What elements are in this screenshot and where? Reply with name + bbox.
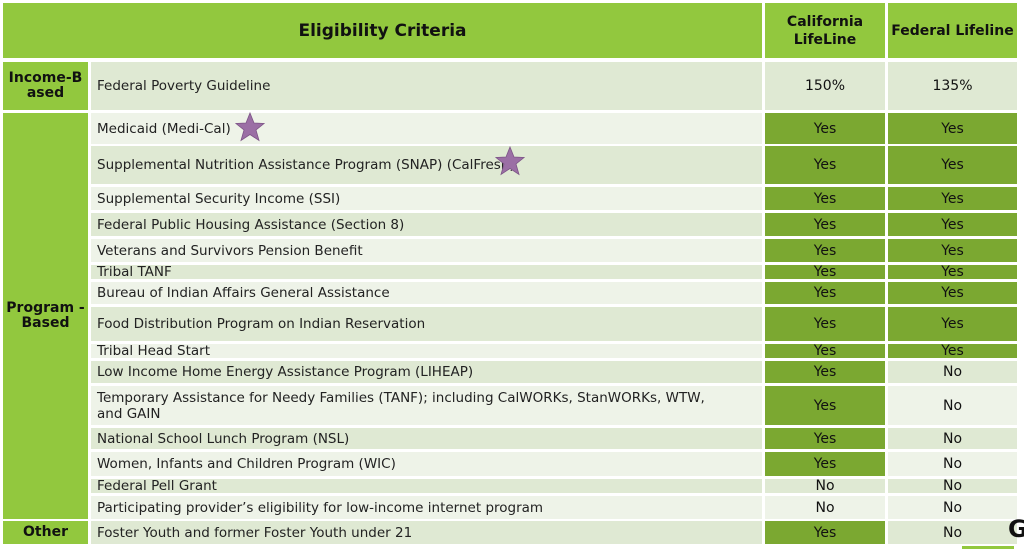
criterion-cell: Federal Public Housing Assistance (Secti… [91,213,762,236]
header-california: California LifeLine [765,3,885,58]
category-program: Program -Based [3,113,88,519]
california-value-cell: No [765,496,885,519]
federal-value-cell: Yes [888,343,1017,359]
california-value-cell: Yes [765,428,885,449]
header-federal: Federal Lifeline [888,3,1017,58]
criterion-cell: Temporary Assistance for Needy Families … [91,386,762,425]
california-value-cell: Yes [765,307,885,341]
california-value-cell: Yes [765,386,885,425]
federal-value-cell: Yes [888,113,1017,144]
california-value-cell: Yes [765,187,885,210]
criterion-cell: Supplemental Nutrition Assistance Progra… [91,146,762,184]
eligibility-table: Eligibility Criteria California LifeLine… [3,3,1017,544]
california-value-cell: Yes [765,361,885,383]
federal-value-cell: No [888,452,1017,476]
logo-accent-bar [962,546,1014,549]
federal-value-cell: Yes [888,239,1017,262]
criterion-cell: Food Distribution Program on Indian Rese… [91,307,762,341]
federal-value-cell: No [888,478,1017,494]
california-value-cell: No [765,478,885,494]
star-icon [495,146,525,176]
criterion-cell: Federal Pell Grant [91,478,762,494]
criterion-cell: Supplemental Security Income (SSI) [91,187,762,210]
criterion-cell: Bureau of Indian Affairs General Assista… [91,282,762,304]
criterion-cell: Tribal Head Start [91,343,762,359]
category-income: Income-B ased [3,62,88,110]
federal-value-cell: No [888,428,1017,449]
california-value-cell: Yes [765,239,885,262]
california-value-cell: Yes [765,113,885,144]
federal-value-cell: Yes [888,146,1017,184]
federal-value-cell: No [888,386,1017,425]
criterion-cell: Low Income Home Energy Assistance Progra… [91,361,762,383]
federal-value-cell: Yes [888,282,1017,304]
california-value-cell: Yes [765,452,885,476]
criterion-cell: Medicaid (Medi-Cal) [91,113,762,144]
federal-value-cell: 135% [888,62,1017,110]
header-criteria: Eligibility Criteria [3,3,762,58]
california-value-cell: Yes [765,343,885,359]
category-other: Other [3,521,88,544]
california-value-cell: 150% [765,62,885,110]
criterion-cell: Women, Infants and Children Program (WIC… [91,452,762,476]
federal-value-cell: Yes [888,264,1017,280]
federal-value-cell: Yes [888,213,1017,236]
criterion-cell: Tribal TANF [91,264,762,280]
criterion-cell: Participating provider’s eligibility for… [91,496,762,519]
california-value-cell: Yes [765,282,885,304]
federal-value-cell: No [888,361,1017,383]
california-value-cell: Yes [765,146,885,184]
criterion-cell: Federal Poverty Guideline [91,62,762,110]
california-value-cell: Yes [765,521,885,544]
star-icon [235,112,265,142]
california-value-cell: Yes [765,213,885,236]
federal-value-cell: Yes [888,187,1017,210]
federal-value-cell: No [888,521,1017,544]
california-value-cell: Yes [765,264,885,280]
logo-fragment-icon: G [1008,515,1024,543]
criterion-cell: Foster Youth and former Foster Youth und… [91,521,762,544]
federal-value-cell: Yes [888,307,1017,341]
federal-value-cell: No [888,496,1017,519]
criterion-cell: National School Lunch Program (NSL) [91,428,762,449]
criterion-cell: Veterans and Survivors Pension Benefit [91,239,762,262]
